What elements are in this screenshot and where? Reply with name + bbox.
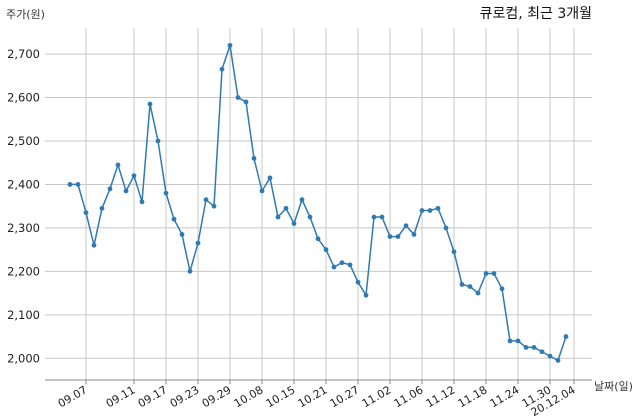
x-tick-label: 11.06 [392, 383, 426, 410]
data-point [227, 42, 233, 48]
data-point [211, 203, 217, 209]
data-point [179, 232, 185, 237]
data-point [299, 197, 305, 203]
data-point [427, 208, 433, 213]
data-point [75, 182, 81, 187]
data-point [243, 99, 249, 105]
chart-title: 큐로컴, 최근 3개월 [480, 6, 592, 22]
data-point [507, 338, 513, 344]
data-point [467, 284, 473, 289]
data-point [267, 175, 273, 181]
data-point [459, 281, 465, 287]
data-point [203, 197, 209, 203]
y-axis-label: 주가(원) [6, 8, 45, 21]
data-point [379, 214, 385, 220]
data-point [291, 221, 297, 226]
x-tick-label: 09.29 [200, 383, 234, 410]
x-tick-label: 09.17 [136, 383, 170, 410]
data-point [403, 223, 409, 229]
y-tick-label: 2,600 [7, 91, 40, 105]
x-tick-label: 11.12 [424, 383, 458, 410]
data-point [419, 208, 425, 213]
x-tick-label: 09.23 [168, 383, 202, 410]
data-point [131, 173, 137, 179]
data-point [347, 262, 353, 268]
data-point [115, 162, 121, 168]
series-layer [67, 42, 569, 363]
data-point [235, 95, 241, 100]
x-tick-label: 10.21 [296, 383, 330, 410]
x-axis-label: 날짜(일) [594, 379, 633, 393]
data-point [83, 210, 89, 216]
data-point [411, 232, 417, 237]
data-point [195, 240, 201, 246]
data-point [187, 268, 193, 274]
data-point [315, 236, 321, 242]
data-point [155, 138, 161, 144]
x-tick-label: 09.07 [56, 383, 90, 410]
data-point [339, 260, 345, 266]
x-tick-label: 10.15 [264, 383, 298, 410]
data-point [451, 249, 457, 255]
data-point [563, 334, 569, 339]
data-point [395, 234, 401, 239]
data-point [371, 214, 377, 220]
y-tick-label: 2,000 [7, 351, 40, 365]
data-point [483, 271, 489, 276]
grid-layer [45, 28, 592, 380]
data-point [387, 234, 393, 239]
data-point [499, 286, 505, 292]
data-point [539, 349, 545, 355]
data-point [283, 205, 289, 211]
x-tick-label: 09.11 [104, 383, 138, 410]
y-tick-label: 2,200 [7, 264, 40, 278]
data-point [123, 188, 129, 194]
label-layer: 2,000 2,100 2,200 2,300 2,400 2,500 2,600 2,700… [7, 47, 577, 419]
axis-layer [45, 379, 592, 384]
data-point [99, 205, 105, 211]
x-tick-label: 11.02 [360, 383, 394, 410]
data-point [491, 271, 497, 276]
x-tick-label: 11.18 [456, 383, 490, 410]
y-tick-label: 2,100 [7, 308, 40, 322]
data-point [219, 66, 225, 72]
y-tick-label: 2,500 [7, 134, 40, 148]
data-point [139, 199, 145, 205]
data-point [555, 358, 561, 363]
y-tick-label: 2,400 [7, 177, 40, 191]
data-point [107, 186, 113, 192]
data-point [475, 290, 481, 296]
data-point [67, 182, 73, 187]
data-point [259, 188, 265, 194]
data-point [171, 216, 177, 222]
x-tick-label: 11.24 [488, 383, 522, 410]
data-point [531, 345, 537, 350]
data-point [163, 190, 169, 196]
y-tick-label: 2,700 [7, 47, 40, 61]
y-tick-label: 2,300 [7, 221, 40, 235]
data-point [147, 101, 153, 107]
data-point [547, 353, 553, 359]
data-point [363, 292, 369, 298]
data-point [515, 338, 521, 344]
data-point [435, 205, 441, 211]
data-point [91, 242, 97, 248]
x-tick-label: 10.08 [232, 383, 266, 410]
data-point [251, 155, 257, 161]
data-point [323, 247, 329, 253]
data-point [275, 214, 281, 220]
data-point [355, 279, 361, 285]
x-tick-label: 10.27 [328, 383, 362, 410]
data-point [307, 214, 313, 220]
data-point [331, 264, 337, 270]
data-point [523, 345, 529, 350]
data-point [443, 225, 449, 231]
price-line [70, 45, 567, 362]
